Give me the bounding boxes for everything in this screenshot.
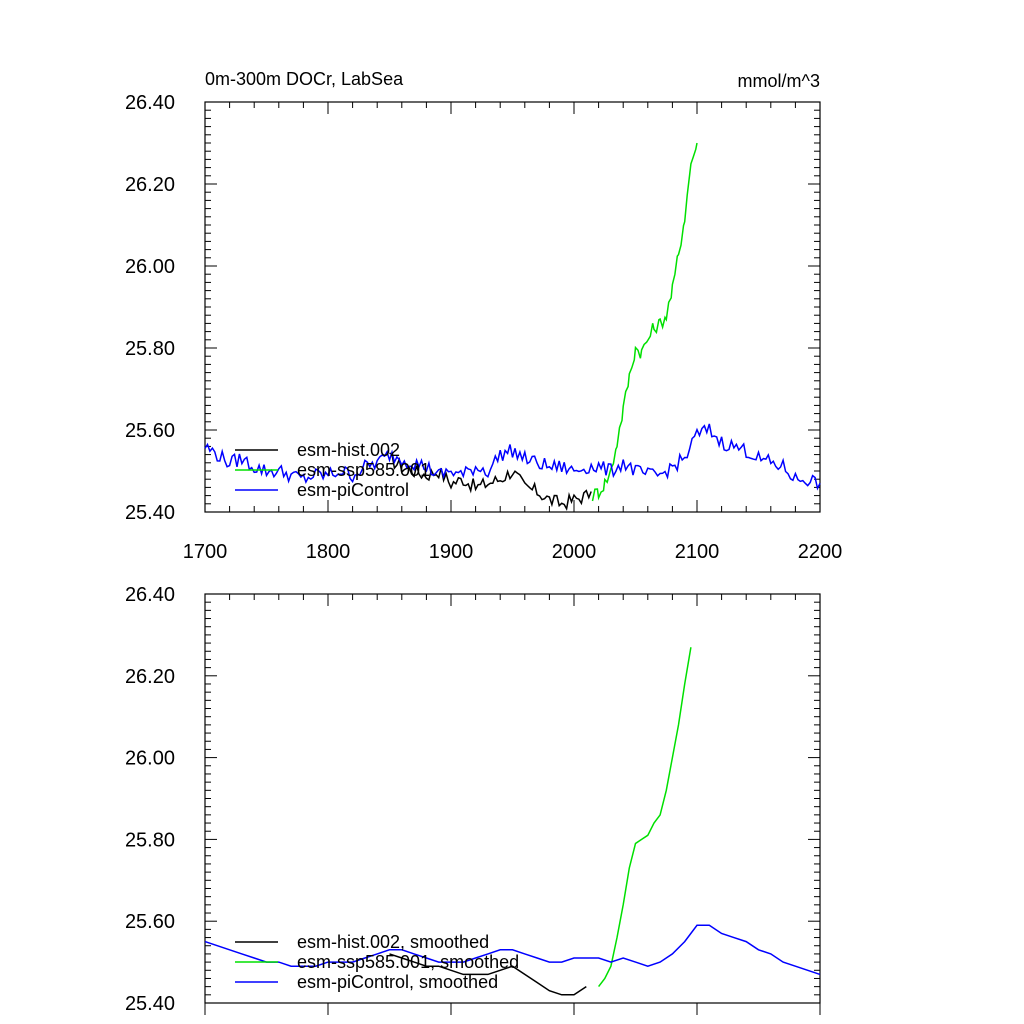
series-line-1 <box>591 142 698 502</box>
y-tick-label: 25.80 <box>125 829 175 851</box>
x-tick-label: 1900 <box>429 541 474 563</box>
legend-label: esm-ssp585.001 <box>297 460 430 480</box>
legend-label: esm-ssp585.001, smoothed <box>297 952 519 972</box>
chart-title: 0m-300m DOCr, LabSea <box>205 69 404 89</box>
y-tick-label: 25.80 <box>125 338 175 360</box>
series-line-1 <box>598 647 692 988</box>
y-tick-label: 26.20 <box>125 666 175 688</box>
y-tick-label: 26.00 <box>125 256 175 278</box>
y-tick-label: 26.40 <box>125 584 175 606</box>
x-tick-label: 1700 <box>183 541 228 563</box>
x-tick-label: 2200 <box>798 541 843 563</box>
x-tick-label: 2000 <box>552 541 597 563</box>
chart-units: mmol/m^3 <box>738 71 820 91</box>
y-tick-label: 25.40 <box>125 502 175 524</box>
y-tick-label: 26.40 <box>125 92 175 114</box>
y-tick-label: 26.00 <box>125 748 175 770</box>
top-panel: 25.40 25.60 25.80 26.00 26.20 26.40 1700 1800 19… <box>125 92 842 563</box>
legend-label: esm-piControl, smoothed <box>297 972 498 992</box>
series-line-2 <box>204 924 821 976</box>
series-line-0 <box>389 953 587 996</box>
series-line-0 <box>389 452 592 511</box>
y-tick-label: 25.60 <box>125 420 175 442</box>
bottom-panel: 25.40 25.60 25.80 26.00 26.20 26.40 esm-hist.0… <box>125 584 821 1015</box>
x-tick-label: 2100 <box>675 541 720 563</box>
legend-label: esm-hist.002 <box>297 440 400 460</box>
y-tick-label: 26.20 <box>125 174 175 196</box>
series-line-2 <box>204 423 821 491</box>
legend-label: esm-hist.002, smoothed <box>297 932 489 952</box>
legend-label: esm-piControl <box>297 480 409 500</box>
x-tick-label: 1800 <box>306 541 351 563</box>
y-tick-label: 25.60 <box>125 911 175 933</box>
y-tick-label: 25.40 <box>125 993 175 1015</box>
